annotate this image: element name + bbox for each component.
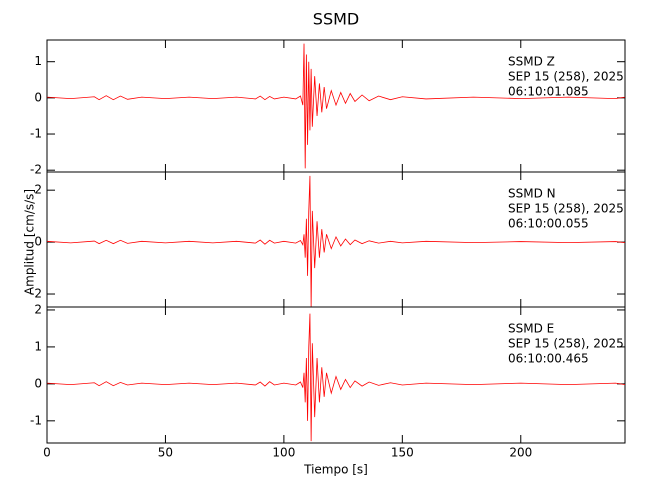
x-axis-label: Tiempo [s]: [303, 463, 368, 477]
x-tick-label: 0: [43, 446, 51, 460]
waveform: [46, 313, 626, 442]
x-tick-label: 200: [509, 446, 532, 460]
y-tick-label: 2: [34, 183, 42, 197]
y-tick-label: -1: [30, 127, 42, 141]
annotation: SSMD E: [508, 322, 554, 336]
y-tick-label: 1: [34, 339, 42, 353]
annotation: 06:10:01.085: [508, 85, 589, 99]
y-tick-label: -2: [30, 287, 42, 301]
waveform: [46, 43, 626, 169]
y-tick-label: 0: [34, 235, 42, 249]
annotation: SEP 15 (258), 2025: [508, 202, 624, 216]
y-tick-label: 0: [34, 376, 42, 390]
annotation: SEP 15 (258), 2025: [508, 70, 624, 84]
y-tick-label: 1: [34, 54, 42, 68]
chart-title: SSMD: [313, 10, 359, 29]
y-tick-label: 2: [34, 302, 42, 316]
y-tick-label: -1: [30, 413, 42, 427]
annotation: SSMD Z: [508, 55, 555, 69]
y-tick-label: 0: [34, 90, 42, 104]
annotation: 06:10:00.465: [508, 352, 589, 366]
y-tick-label: -2: [30, 163, 42, 177]
x-tick-label: 100: [272, 446, 295, 460]
waveform: [46, 175, 626, 308]
panel-frame: [46, 306, 626, 444]
annotation: SEP 15 (258), 2025: [508, 337, 624, 351]
y-axis-label: Amplitud [cm/s/s]: [23, 189, 37, 295]
x-tick-label: 50: [158, 446, 173, 460]
x-tick-label: 150: [391, 446, 414, 460]
annotation: SSMD N: [508, 187, 556, 201]
annotation: 06:10:00.055: [508, 217, 589, 231]
